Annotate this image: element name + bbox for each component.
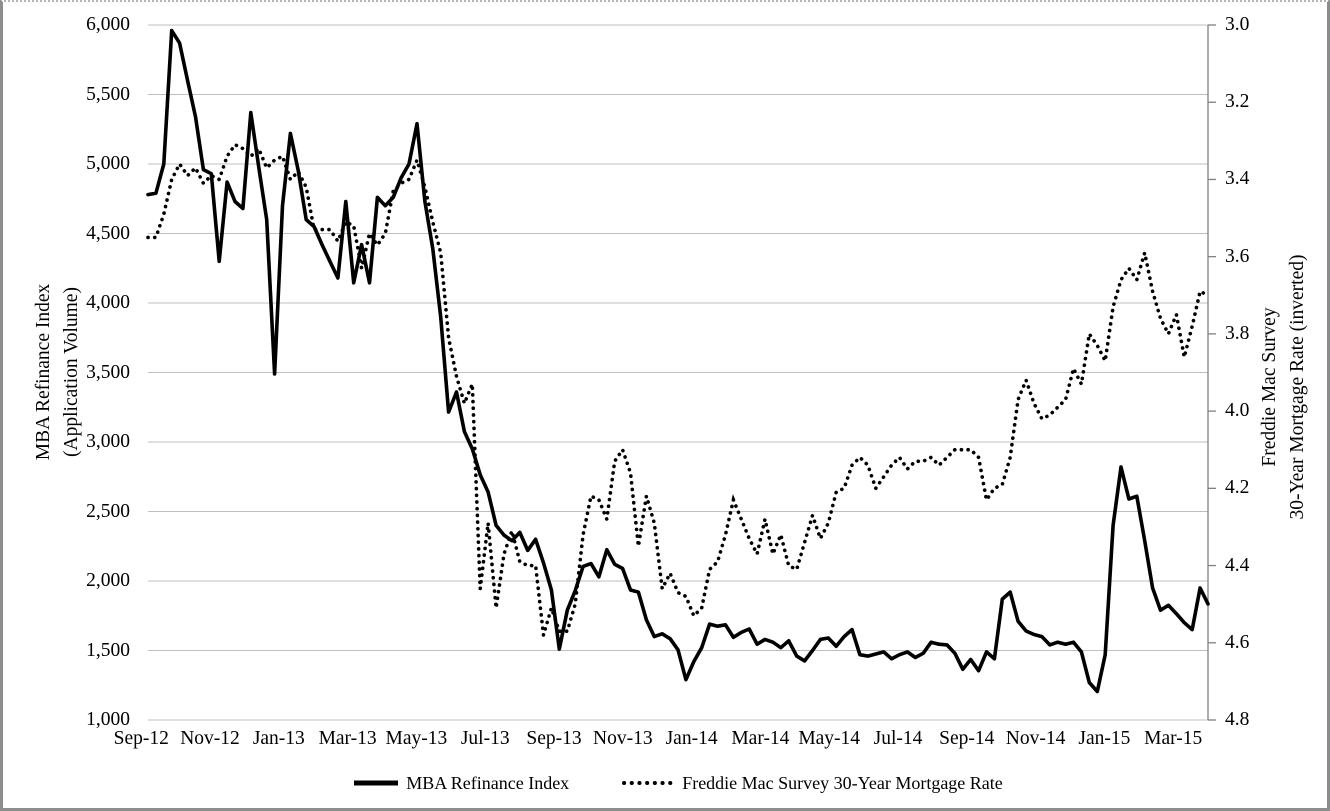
right-axis-tick-label: 3.0 [1225,14,1250,35]
x-axis-tick-label: Nov-12 [180,728,240,749]
right-axis-tick-label: 3.2 [1225,91,1250,113]
legend: MBA Refinance Index Freddie Mac Survey 3… [148,771,1208,795]
legend-item-mba-refinance-index: MBA Refinance Index [353,773,569,794]
x-axis-tick-label: Nov-13 [593,728,653,749]
right-axis-tick-label: 4.6 [1225,631,1250,653]
x-axis-tick-label: Jul-14 [873,728,923,749]
left-axis-tick-label: 3,000 [86,431,130,452]
series-freddie-mac-rate [146,142,1210,636]
left-axis-tick-label: 5,000 [86,153,130,174]
right-axis-title: Freddie Mac Survey 30-Year Mortgage Rate… [1256,255,1312,520]
right-axis-tick-label: 4.4 [1225,554,1250,576]
right-axis-tick-label: 4.2 [1225,477,1250,499]
x-axis-tick-label: May-13 [385,728,448,749]
left-axis-tick-label: 1,000 [86,709,130,730]
left-axis-title-line1: MBA Refinance Index [33,283,54,461]
x-axis-tick-label: Sep-12 [113,728,169,749]
left-axis-tick-label: 5,500 [86,83,130,105]
x-axis-tick-label: Mar-14 [731,728,790,749]
series-mba-refinance-index [146,28,1210,694]
left-axis-tick-label: 1,500 [86,639,130,661]
right-axis-tick-label: 4.0 [1225,400,1250,422]
right-axis-title-line2: 30-Year Mortgage Rate (inverted) [1287,254,1308,520]
right-axis-title-line1: Freddie Mac Survey [1259,307,1280,467]
x-axis-tick-label: Jul-13 [460,728,510,749]
right-axis-tick-label: 4.8 [1225,709,1250,730]
solid-line-swatch-icon [354,780,399,786]
x-axis-tick-label: Sep-14 [939,728,995,749]
right-axis-tick-label: 3.8 [1225,322,1250,344]
x-axis-tick-label: Mar-13 [318,728,377,749]
left-axis-tick-label: 2,000 [86,570,130,591]
left-axis-tick-label: 6,000 [86,14,130,35]
x-axis-tick-label: May-14 [798,728,861,749]
legend-label: MBA Refinance Index [406,772,570,793]
legend-item-freddie-mac-rate: Freddie Mac Survey 30-Year Mortgage Rate [621,773,1003,794]
left-axis-tick-label: 2,500 [86,500,130,522]
right-axis-tick-label: 3.4 [1225,168,1250,190]
x-axis-tick-label: Sep-13 [526,728,582,749]
x-axis-tick-label: Nov-14 [1005,728,1066,749]
plot-area [146,24,1216,721]
x-axis-tick-label: Jan-14 [665,728,718,749]
left-axis-tick-label: 4,000 [86,292,130,313]
legend-label: Freddie Mac Survey 30-Year Mortgage Rate [682,772,1003,793]
x-axis-tick-label: Jan-13 [252,728,305,749]
dotted-line-swatch-icon [622,781,676,785]
x-axis-tick-label: Mar-15 [1144,728,1203,749]
left-axis-tick-label: 3,500 [86,361,130,383]
x-axis-tick-label: Jan-15 [1078,728,1131,749]
right-axis-tick-label: 3.6 [1225,245,1250,267]
left-axis-tick-label: 4,500 [86,222,130,244]
